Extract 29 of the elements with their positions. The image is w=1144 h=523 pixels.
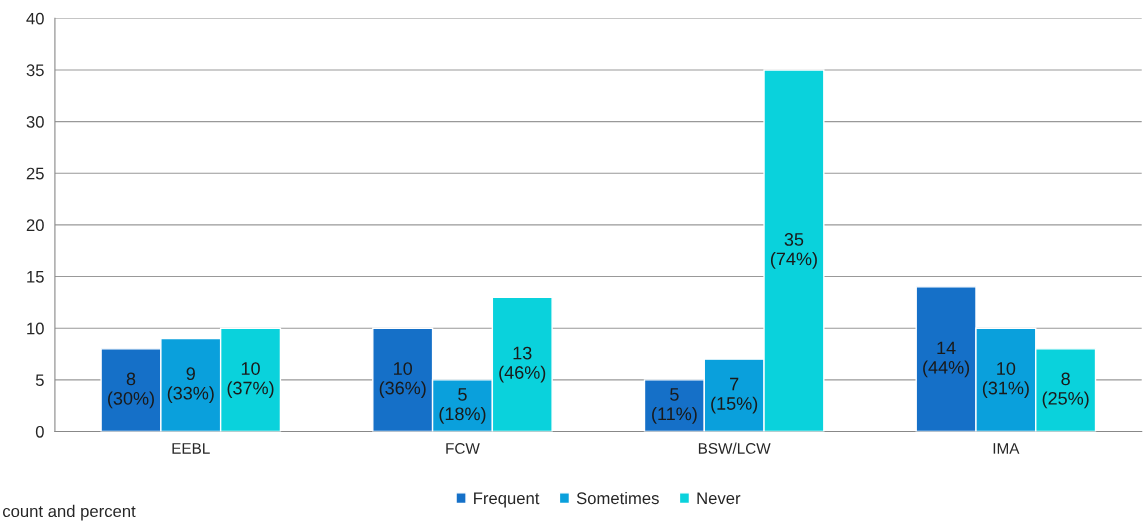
- y-tick-label: 15: [27, 271, 44, 283]
- data-label: 8 (25%): [1042, 372, 1089, 409]
- y-tick-label: 20: [26, 219, 44, 232]
- data-label: 13 (46%): [499, 346, 546, 383]
- y-tick-label: 40: [26, 12, 44, 25]
- x-tick-label: BSW/LCW: [698, 442, 771, 454]
- y-tick-label: 25: [26, 167, 44, 180]
- x-tick-label: EEBL: [172, 443, 210, 454]
- text: count and percent: [3, 504, 136, 521]
- x-tick-label: IMA: [993, 443, 1020, 454]
- legend-label: Sometimes: [576, 491, 659, 505]
- data-label: 9 (33%): [167, 367, 214, 404]
- x-tick-label: FCW: [446, 442, 480, 454]
- data-label: 10 (37%): [227, 362, 274, 398]
- y-tick-label: 5: [35, 374, 44, 387]
- data-label: 5 (18%): [439, 388, 486, 424]
- y-tick-label: 0: [35, 425, 44, 438]
- y-tick-label: 10: [27, 322, 44, 335]
- data-label: 10 (36%): [379, 362, 426, 398]
- legend-label: Never: [697, 492, 741, 505]
- data-label: 10 (31%): [982, 362, 1029, 398]
- data-label: 5 (11%): [652, 388, 697, 424]
- data-label: 7 (15%): [711, 377, 758, 414]
- data-label: 35 (74%): [770, 233, 817, 269]
- legend-label: Frequent: [474, 492, 540, 508]
- y-tick-label: 30: [26, 116, 44, 128]
- data-label: 8 (30%): [108, 372, 154, 409]
- data-label: 14 (44%): [923, 341, 970, 378]
- y-tick-label: 35: [26, 64, 44, 77]
